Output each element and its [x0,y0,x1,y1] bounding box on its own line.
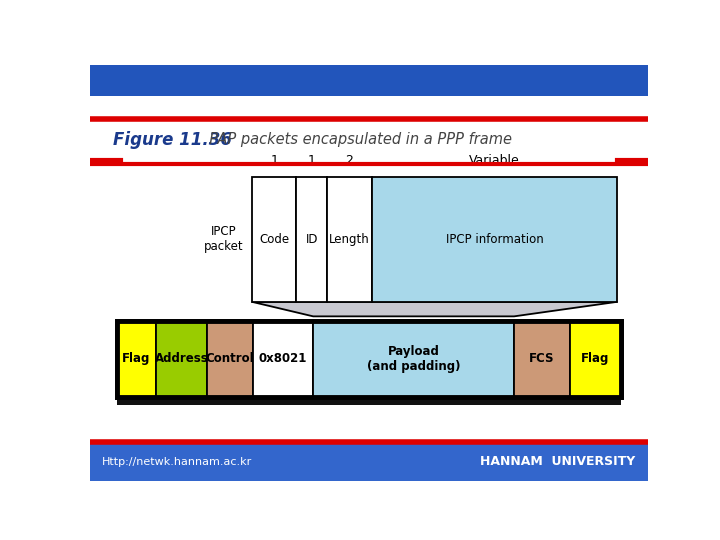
Text: HANNAM  UNIVERSITY: HANNAM UNIVERSITY [480,455,636,468]
Bar [207,321,253,397]
Polygon shape [252,302,617,316]
Text: PAP packets encapsulated in a PPP frame: PAP packets encapsulated in a PPP frame [200,132,512,147]
Bar [90,443,648,481]
Text: 0x8021: 0x8021 [259,353,307,366]
Bar [90,65,648,96]
Text: Flag: Flag [581,353,610,366]
Text: Address: Address [155,353,208,366]
Text: Http://netwk.hannam.ac.kr: Http://netwk.hannam.ac.kr [102,457,253,467]
Bar [327,177,372,302]
Text: 2: 2 [346,154,354,167]
Bar [117,396,621,405]
Text: 1: 1 [270,154,278,167]
Bar [117,321,621,397]
Text: Payload
(and padding): Payload (and padding) [367,345,460,373]
Text: Flag: Flag [122,353,150,366]
Text: Code: Code [259,233,289,246]
Text: IPCP
packet: IPCP packet [204,225,244,253]
Bar [252,177,297,302]
Bar [156,321,207,397]
Bar [514,321,570,397]
Bar [372,177,617,302]
Text: Length: Length [329,233,370,246]
Bar [117,321,621,397]
Text: Figure 11.36: Figure 11.36 [114,131,233,149]
Bar [297,177,327,302]
Text: Variable: Variable [469,154,520,167]
Bar [313,321,514,397]
Text: FCS: FCS [529,353,554,366]
Bar [117,321,156,397]
Text: 1: 1 [307,154,315,167]
Bar [253,321,313,397]
Text: ID: ID [305,233,318,246]
Text: IPCP information: IPCP information [446,233,544,246]
Bar [570,321,621,397]
Text: Control: Control [206,353,254,366]
